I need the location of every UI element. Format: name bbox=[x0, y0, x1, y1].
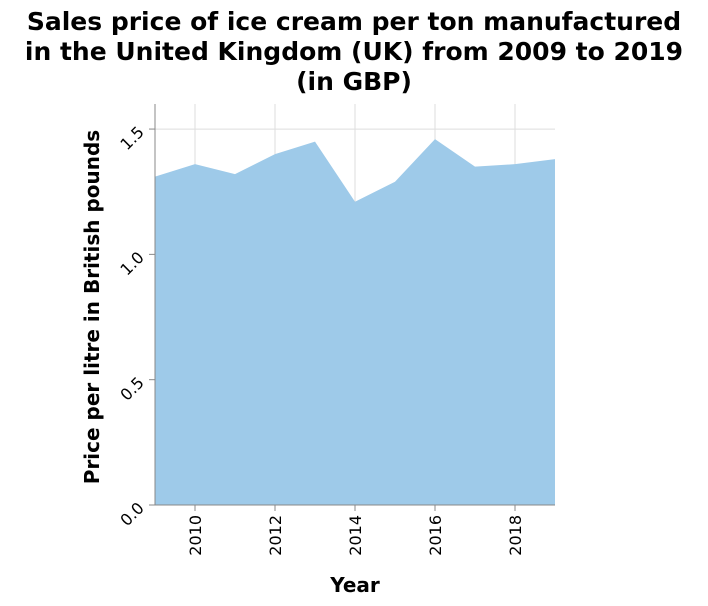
chart-title-line-3: (in GBP) bbox=[296, 67, 412, 96]
y-axis-title: Price per litre in British pounds bbox=[80, 130, 104, 484]
y-tick-label: 1.5 bbox=[116, 122, 147, 153]
chart-title: Sales price of ice cream per ton manufac… bbox=[25, 7, 683, 96]
chart-title-line-2: in the United Kingdom (UK) from 2009 to … bbox=[25, 37, 683, 66]
y-tick-label: 0.0 bbox=[116, 498, 147, 529]
area-series bbox=[155, 139, 555, 505]
x-tick-label: 2010 bbox=[186, 515, 205, 556]
x-tick-label: 2012 bbox=[266, 515, 285, 556]
x-tick-label: 2016 bbox=[426, 515, 445, 556]
chart-title-line-1: Sales price of ice cream per ton manufac… bbox=[27, 7, 681, 36]
x-axis-title: Year bbox=[329, 573, 380, 597]
y-tick-label: 0.5 bbox=[116, 373, 147, 404]
x-tick-label: 2014 bbox=[346, 515, 365, 556]
y-tick-label: 1.0 bbox=[116, 248, 147, 279]
axes bbox=[149, 104, 555, 511]
area-fill bbox=[155, 139, 555, 505]
x-tick-label: 2018 bbox=[506, 515, 525, 556]
